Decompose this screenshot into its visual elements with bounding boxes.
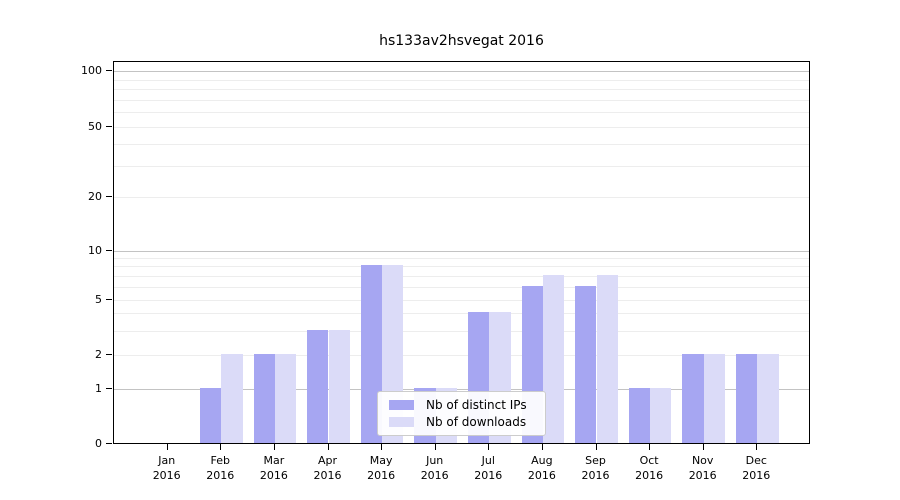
gridline-7 <box>114 275 809 277</box>
bar-distinct-ips-feb <box>199 388 222 443</box>
bar-distinct-ips-may <box>360 265 383 443</box>
xtick-year-dec: 2016 <box>742 469 771 482</box>
xtick-mark-jun <box>434 444 436 450</box>
xtick-label-jan: Jan 2016 <box>140 453 194 483</box>
gridline-20 <box>114 197 809 198</box>
xtick-year-jan: 2016 <box>152 469 181 482</box>
bar-downloads-mar <box>274 354 297 443</box>
xtick-year-oct: 2016 <box>635 469 664 482</box>
chart-title: hs133av2hsvegat 2016 <box>379 33 544 49</box>
bar-distinct-ips-oct <box>628 388 651 443</box>
xtick-mark-aug <box>541 444 543 450</box>
legend-swatch-distinct-ips-icon <box>389 400 414 411</box>
xtick-mark-sep <box>595 444 597 450</box>
xtick-mark-nov <box>702 444 704 450</box>
legend-item-distinct-ips: Nb of distinct IPs <box>389 397 535 413</box>
xtick-label-mar: Mar 2016 <box>247 453 301 483</box>
xtick-mark-may <box>381 444 383 450</box>
xtick-label-dec: Dec 2016 <box>729 453 783 483</box>
bar-downloads-aug <box>542 274 565 443</box>
xtick-year-may: 2016 <box>367 469 396 482</box>
ytick-mark-0 <box>106 443 112 444</box>
xtick-year-feb: 2016 <box>206 469 235 482</box>
bar-distinct-ips-mar <box>253 354 275 443</box>
gridline-50 <box>114 127 809 128</box>
bar-downloads-dec <box>757 354 779 443</box>
legend-swatch-downloads-icon <box>389 416 414 427</box>
bar-downloads-oct <box>650 388 672 443</box>
xtick-year-apr: 2016 <box>313 469 342 482</box>
xtick-label-apr: Apr 2016 <box>301 453 355 483</box>
gridline-6 <box>114 286 809 288</box>
ytick-mark-1 <box>106 388 112 390</box>
xtick-label-may: May 2016 <box>354 453 408 483</box>
legend-item-downloads: Nb of downloads <box>389 414 535 430</box>
gridline-60 <box>114 112 809 114</box>
ytick-mark-2 <box>106 354 112 355</box>
xtick-year-aug: 2016 <box>527 469 556 482</box>
xtick-year-jun: 2016 <box>420 469 449 482</box>
gridline-1 <box>114 389 809 391</box>
ytick-mark-10 <box>106 249 112 251</box>
xtick-year-jul: 2016 <box>474 469 503 482</box>
gridline-3 <box>114 330 809 332</box>
ytick-label-2: 2 <box>95 348 102 361</box>
gridline-40 <box>114 144 809 146</box>
ytick-label-50: 50 <box>88 120 102 133</box>
ytick-label-1: 1 <box>95 382 102 396</box>
gridline-9 <box>114 258 809 260</box>
xtick-mark-jan <box>166 444 168 450</box>
xtick-year-sep: 2016 <box>581 469 610 482</box>
gridline-4 <box>114 313 809 315</box>
gridline-30 <box>114 166 809 168</box>
xtick-mark-mar <box>273 444 275 450</box>
gridline-70 <box>114 99 809 101</box>
xtick-label-jul: Jul 2016 <box>461 453 515 483</box>
ytick-label-20: 20 <box>88 190 102 203</box>
xtick-label-sep: Sep 2016 <box>569 453 623 483</box>
legend-label-distinct-ips: Nb of distinct IPs <box>426 398 527 413</box>
ytick-mark-50 <box>106 126 112 127</box>
gridline-80 <box>114 89 809 91</box>
xtick-label-nov: Nov 2016 <box>676 453 730 483</box>
gridline-8 <box>114 266 809 268</box>
xtick-label-feb: Feb 2016 <box>193 453 247 483</box>
bar-distinct-ips-sep <box>575 285 597 443</box>
gridline-90 <box>114 79 809 81</box>
ytick-mark-100 <box>106 70 112 71</box>
legend: Nb of distinct IPs Nb of downloads <box>377 391 546 436</box>
xtick-year-nov: 2016 <box>688 469 717 482</box>
ytick-label-0: 0 <box>95 437 102 450</box>
bar-downloads-nov <box>703 354 726 443</box>
xtick-mark-feb <box>220 444 222 450</box>
ytick-mark-5 <box>106 299 112 300</box>
ytick-label-100: 100 <box>81 64 102 77</box>
xtick-mark-jul <box>488 444 490 450</box>
gridline-100 <box>114 71 809 72</box>
legend-label-downloads: Nb of downloads <box>426 414 527 429</box>
plot-area <box>113 61 810 444</box>
ytick-label-5: 5 <box>95 293 102 306</box>
bar-downloads-sep <box>596 274 618 443</box>
bar-downloads-feb <box>221 354 243 443</box>
bar-downloads-apr <box>328 329 350 443</box>
gridline-2 <box>114 355 809 356</box>
xtick-label-jun: Jun 2016 <box>408 453 462 483</box>
xtick-mark-apr <box>327 444 329 450</box>
bar-distinct-ips-apr <box>307 329 329 443</box>
xtick-year-mar: 2016 <box>259 469 288 482</box>
ytick-mark-20 <box>106 196 112 197</box>
xtick-label-oct: Oct 2016 <box>622 453 676 483</box>
xtick-label-aug: Aug 2016 <box>515 453 569 483</box>
gridline-10 <box>114 250 809 252</box>
ytick-label-10: 10 <box>88 243 102 257</box>
gridline-5 <box>114 300 809 301</box>
bar-distinct-ips-nov <box>682 354 704 443</box>
bar-distinct-ips-dec <box>735 354 758 443</box>
xtick-mark-dec <box>756 444 758 450</box>
xtick-mark-oct <box>649 444 651 450</box>
